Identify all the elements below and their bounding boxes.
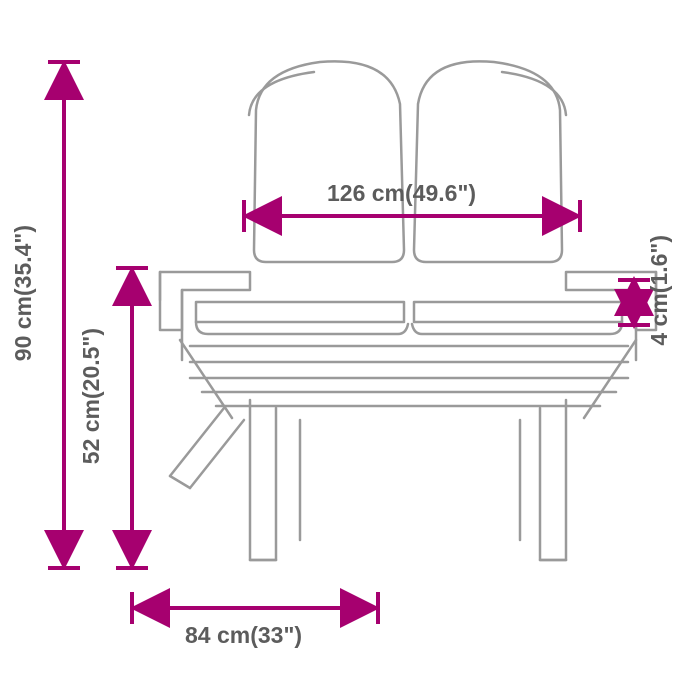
label-seat-height: 52 cm(20.5") [78,328,105,464]
diagram-stage: 90 cm(35.4") 52 cm(20.5") 84 cm(33") 126… [0,0,700,700]
label-depth: 84 cm(33") [185,622,302,649]
label-cushion-thickness: 4 cm(1.6") [646,235,673,346]
dimension-lines [0,0,700,700]
label-width: 126 cm(49.6") [327,180,476,207]
label-total-height: 90 cm(35.4") [10,225,37,361]
